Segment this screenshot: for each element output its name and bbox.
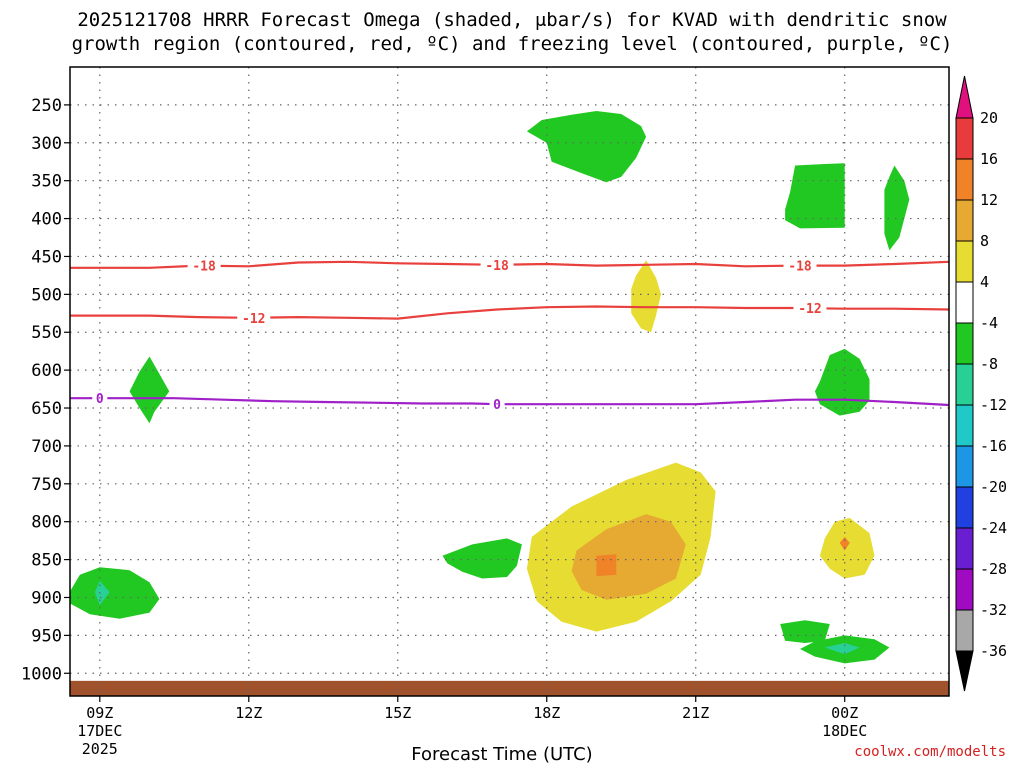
colorbar-label: -24 [980, 519, 1007, 537]
colorbar-segment [955, 486, 974, 529]
contour-label-bg [480, 256, 514, 273]
colorbar-label: -36 [980, 642, 1007, 660]
colorbar-label: -28 [980, 560, 1007, 578]
omega-region [839, 536, 850, 551]
colorbar-label: 8 [980, 232, 989, 250]
colorbar-segment [955, 445, 974, 488]
colorbar-segment [955, 363, 974, 406]
x-tick-label: 00Z [831, 704, 858, 722]
colorbar-label: 12 [980, 191, 998, 209]
colorbar-segment [955, 404, 974, 447]
colorbar-label: -12 [980, 396, 1007, 414]
omega-region [94, 580, 110, 606]
colorbar-label: -16 [980, 437, 1007, 455]
omega-region [442, 538, 522, 579]
omega-region [780, 620, 830, 643]
contour-label: -12 [798, 302, 821, 317]
y-tick-label: 600 [31, 361, 62, 381]
contour-label: -12 [242, 312, 265, 327]
omega-region [631, 260, 661, 333]
colorbar-segment [955, 609, 974, 652]
y-tick-label: 850 [31, 551, 62, 571]
colorbar-label: 20 [980, 109, 998, 127]
omega-region [571, 514, 686, 600]
plot-background [70, 67, 949, 696]
contour-label: 0 [493, 398, 501, 413]
x-axis-label: Forecast Time (UTC) [411, 744, 593, 765]
colorbar-bottom-arrow [955, 650, 974, 692]
y-tick-label: 1000 [21, 664, 62, 684]
x-tick-label: 09Z [86, 704, 113, 722]
colorbar-segment [955, 158, 974, 201]
x-tick-date: 17DEC [77, 722, 122, 740]
y-tick-label: 700 [31, 437, 62, 457]
chart-title-line2: growth region (contoured, red, ºC) and f… [71, 33, 953, 55]
colorbar-segment [955, 527, 974, 570]
x-tick-label: 21Z [682, 704, 709, 722]
y-tick-label: 750 [31, 475, 62, 495]
y-tick-label: 300 [31, 134, 62, 154]
colorbar-segment [955, 199, 974, 242]
chart-title-line1: 2025121708 HRRR Forecast Omega (shaded, … [77, 9, 947, 31]
colorbar-segment [955, 117, 974, 160]
omega-region [884, 165, 910, 251]
colorbar-label: 16 [980, 150, 998, 168]
omega-region [596, 554, 617, 577]
y-tick-label: 250 [31, 96, 62, 116]
colorbar-segment [955, 240, 974, 283]
plot-border [69, 66, 950, 697]
contour-label: -18 [485, 259, 509, 274]
x-tick-year: 2025 [82, 740, 118, 758]
colorbar-segment [955, 281, 974, 324]
contour-label-bg [783, 257, 817, 274]
omega-region [526, 111, 647, 183]
y-tick-label: 450 [31, 247, 62, 267]
colorbar-label: -8 [980, 355, 998, 373]
colorbar-label: 4 [980, 273, 989, 291]
x-tick-label: 12Z [235, 704, 262, 722]
contour-label-bg [187, 257, 221, 274]
colorbar-top-arrow [955, 75, 974, 119]
contour-label: -18 [788, 260, 812, 275]
plot-content: -18 -18 -18 -12 -12 0 0 [70, 67, 949, 696]
contour-label-bg [92, 390, 108, 407]
y-tick-label: 400 [31, 210, 62, 230]
colorbar-segment [955, 322, 974, 365]
omega-region [70, 567, 160, 619]
y-tick-label: 950 [31, 626, 62, 646]
colorbar-label: -32 [980, 601, 1007, 619]
y-tick-label: 550 [31, 323, 62, 343]
colorbar-segment [955, 568, 974, 611]
contour-label: 0 [96, 392, 104, 407]
contour-label: -18 [192, 260, 216, 275]
colorbar-label: -20 [980, 478, 1007, 496]
y-tick-label: 800 [31, 513, 62, 533]
x-tick-label: 15Z [384, 704, 411, 722]
y-tick-label: 350 [31, 172, 62, 192]
terrain-surface [70, 680, 949, 696]
omega-region [824, 643, 860, 655]
contour-label-bg [489, 396, 505, 413]
omega-region [785, 163, 845, 229]
x-tick-label: 18Z [533, 704, 560, 722]
omega-region [819, 517, 875, 579]
x-tick-date: 18DEC [822, 722, 867, 740]
y-tick-label: 900 [31, 588, 62, 608]
y-tick-label: 650 [31, 399, 62, 419]
colorbar-label: -4 [980, 314, 998, 332]
y-tick-label: 500 [31, 285, 62, 305]
contour-label-bg [793, 300, 827, 317]
credit-link[interactable]: coolwx.com/modelts [854, 744, 1006, 760]
contour-label-bg [237, 309, 271, 326]
omega-region [129, 356, 170, 424]
